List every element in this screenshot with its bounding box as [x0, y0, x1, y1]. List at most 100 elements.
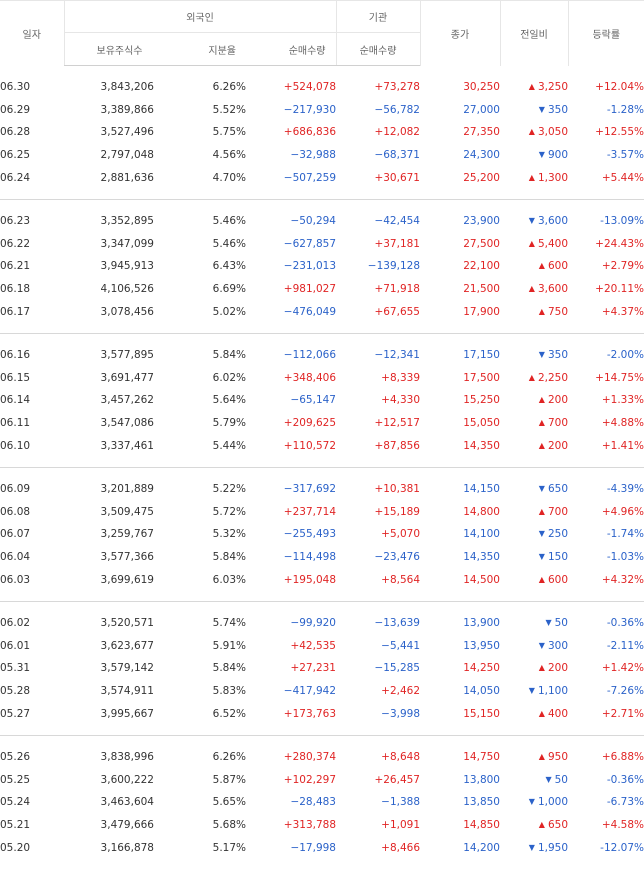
row-close: 22,100 [463, 260, 500, 273]
row-foreign-net: −99,920 [290, 617, 336, 630]
row-change: ▼ 900 [500, 144, 568, 167]
row-change-value: 3,600 [537, 283, 568, 296]
triangle-down-icon: ▼ [538, 640, 545, 650]
row-date: 06.28 [0, 126, 31, 139]
row-close: 15,050 [463, 417, 500, 430]
row-rate: -1.28% [606, 103, 644, 116]
row-ratio: 5.84% [212, 349, 246, 362]
table-row: 06.08 3,509,475 5.72% +237,714 +15,189 14,800… [0, 501, 644, 524]
row-change: ▲ 200 [500, 657, 568, 680]
row-date: 06.11 [0, 417, 31, 430]
table-row: 05.25 3,600,222 5.87% +102,297 +26,457 13,800… [0, 768, 644, 791]
row-ratio: 4.56% [212, 149, 246, 162]
row-institution-net: −68,371 [374, 149, 420, 162]
row-institution-net: +8,466 [381, 841, 420, 854]
row-foreign-net: +686,836 [283, 126, 336, 139]
row-ratio: 5.64% [212, 394, 246, 407]
row-close: 14,350 [463, 550, 500, 563]
row-ratio: 5.46% [212, 215, 246, 228]
row-change: ▲ 700 [500, 412, 568, 435]
triangle-down-icon: ▼ [528, 685, 535, 695]
spacer-cell [0, 66, 644, 76]
row-foreign-net: +102,297 [283, 773, 336, 786]
row-holdings: 3,577,895 [100, 349, 154, 362]
row-change: ▲ 950 [500, 746, 568, 769]
group-spacer [0, 199, 644, 210]
row-ratio: 5.17% [212, 841, 246, 854]
row-ratio: 5.74% [212, 617, 246, 630]
row-foreign-net: +348,406 [283, 371, 336, 384]
row-institution-net: +37,181 [374, 237, 420, 250]
group-spacer [0, 66, 644, 76]
row-change-value: 700 [547, 505, 568, 518]
row-ratio: 4.70% [212, 171, 246, 184]
row-holdings: 3,527,496 [100, 126, 154, 139]
row-institution-net: −13,639 [374, 617, 420, 630]
row-ratio: 6.03% [212, 573, 246, 586]
row-close: 15,150 [463, 707, 500, 720]
row-change-value: 600 [547, 260, 568, 273]
row-close: 15,250 [463, 394, 500, 407]
row-date: 05.31 [0, 662, 31, 675]
row-ratio: 5.65% [212, 796, 246, 809]
row-close: 27,000 [463, 103, 500, 116]
row-change: ▼ 350 [500, 344, 568, 367]
row-foreign-net: −65,147 [290, 394, 336, 407]
row-institution-net: −56,782 [374, 103, 420, 116]
table-row: 06.21 3,945,913 6.43% −231,013 −139,128 22,10… [0, 255, 644, 278]
row-close: 21,500 [463, 283, 500, 296]
row-ratio: 6.26% [212, 81, 246, 94]
row-change-value: 400 [547, 707, 568, 720]
table-row: 06.11 3,547,086 5.79% +209,625 +12,517 15,050… [0, 412, 644, 435]
spacer-cell [0, 323, 644, 334]
group-spacer [0, 323, 644, 334]
row-rate: -2.00% [606, 349, 644, 362]
row-date: 06.10 [0, 439, 31, 452]
triangle-up-icon: ▲ [538, 261, 545, 271]
triangle-up-icon: ▲ [538, 506, 545, 516]
triangle-down-icon: ▼ [538, 551, 545, 561]
table-row: 06.04 3,577,366 5.84% −114,498 −23,476 14,350… [0, 546, 644, 569]
row-rate: -7.26% [606, 684, 644, 697]
row-institution-net: −42,454 [374, 215, 420, 228]
row-change-value: 900 [547, 149, 568, 162]
row-rate: -6.73% [606, 796, 644, 809]
row-foreign-net: −317,692 [283, 483, 336, 496]
trading-data-table: 06.30 3,843,206 6.26% +524,078 +73,278 30,250… [0, 66, 644, 869]
triangle-down-icon: ▼ [538, 350, 545, 360]
row-institution-net: +71,918 [374, 283, 420, 296]
row-institution-net: +87,856 [374, 439, 420, 452]
row-change: ▼ 650 [500, 478, 568, 501]
row-institution-net: +5,070 [381, 528, 420, 541]
row-group: 06.02 3,520,571 5.74% −99,920 −13,639 13,900 ▼… [0, 601, 644, 736]
table-row: 06.14 3,457,262 5.64% −65,147 +4,330 15,250 ▲ 2… [0, 389, 644, 412]
row-change-value: 1,100 [537, 684, 568, 697]
row-date: 06.09 [0, 483, 31, 496]
row-rate: -3.57% [606, 149, 644, 162]
table-row: 06.07 3,259,767 5.32% −255,493 +5,070 14,100 ▼… [0, 523, 644, 546]
spacer-cell [0, 601, 644, 612]
row-institution-net: +8,648 [381, 751, 420, 764]
table-row: 05.28 3,574,911 5.83% −417,942 +2,462 14,050 ▼… [0, 680, 644, 703]
row-change: ▼ 1,950 [500, 836, 568, 859]
row-change-value: 350 [547, 349, 568, 362]
row-date: 06.15 [0, 371, 31, 384]
row-change-value: 650 [547, 483, 568, 496]
row-close: 13,950 [463, 639, 500, 652]
row-institution-net: −15,285 [374, 662, 420, 675]
row-holdings: 3,259,767 [100, 528, 154, 541]
row-close: 23,900 [463, 215, 500, 228]
row-close: 17,900 [463, 305, 500, 318]
row-holdings: 3,166,878 [100, 841, 154, 854]
row-rate: -13.09% [600, 215, 644, 228]
row-rate: +4.37% [601, 305, 644, 318]
row-holdings: 3,520,571 [100, 617, 154, 630]
triangle-up-icon: ▲ [528, 82, 535, 92]
row-date: 06.07 [0, 528, 31, 541]
row-ratio: 5.68% [212, 818, 246, 831]
row-close: 14,100 [463, 528, 500, 541]
row-foreign-net: −32,988 [290, 149, 336, 162]
row-rate: +14.75% [595, 371, 644, 384]
row-ratio: 5.84% [212, 550, 246, 563]
triangle-up-icon: ▲ [538, 708, 545, 718]
